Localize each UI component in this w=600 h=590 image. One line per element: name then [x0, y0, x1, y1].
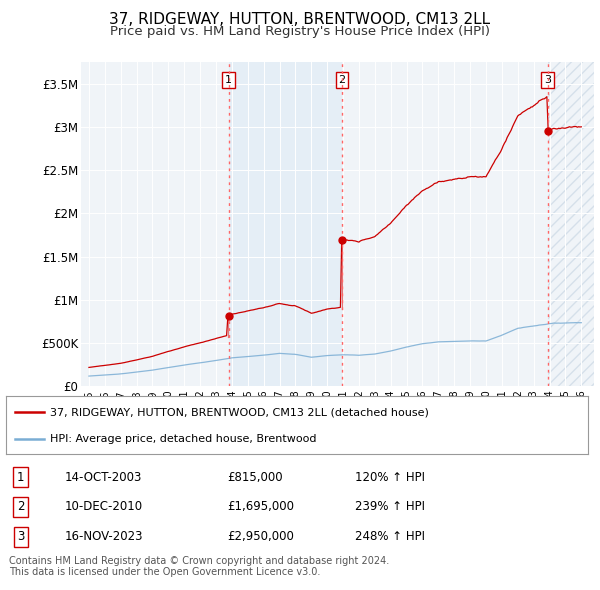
Text: £2,950,000: £2,950,000: [227, 530, 294, 543]
Text: 1: 1: [225, 75, 232, 85]
Bar: [548, 62, 597, 386]
Text: Price paid vs. HM Land Registry's House Price Index (HPI): Price paid vs. HM Land Registry's House …: [110, 25, 490, 38]
Text: £1,695,000: £1,695,000: [227, 500, 294, 513]
Text: 37, RIDGEWAY, HUTTON, BRENTWOOD, CM13 2LL (detached house): 37, RIDGEWAY, HUTTON, BRENTWOOD, CM13 2L…: [50, 407, 428, 417]
Bar: [229, 62, 342, 386]
Text: 3: 3: [17, 530, 24, 543]
Text: 1: 1: [17, 471, 24, 484]
Text: £815,000: £815,000: [227, 471, 283, 484]
Text: 2: 2: [338, 75, 346, 85]
Text: HPI: Average price, detached house, Brentwood: HPI: Average price, detached house, Bren…: [50, 434, 316, 444]
Text: 239% ↑ HPI: 239% ↑ HPI: [355, 500, 425, 513]
Text: 3: 3: [544, 75, 551, 85]
Text: Contains HM Land Registry data © Crown copyright and database right 2024.
This d: Contains HM Land Registry data © Crown c…: [9, 556, 389, 578]
Text: 16-NOV-2023: 16-NOV-2023: [64, 530, 143, 543]
Text: 2: 2: [17, 500, 24, 513]
Text: 37, RIDGEWAY, HUTTON, BRENTWOOD, CM13 2LL: 37, RIDGEWAY, HUTTON, BRENTWOOD, CM13 2L…: [109, 12, 491, 27]
Text: 248% ↑ HPI: 248% ↑ HPI: [355, 530, 425, 543]
Text: 14-OCT-2003: 14-OCT-2003: [64, 471, 142, 484]
Text: 120% ↑ HPI: 120% ↑ HPI: [355, 471, 425, 484]
Bar: [548, 62, 597, 386]
Text: 10-DEC-2010: 10-DEC-2010: [64, 500, 142, 513]
